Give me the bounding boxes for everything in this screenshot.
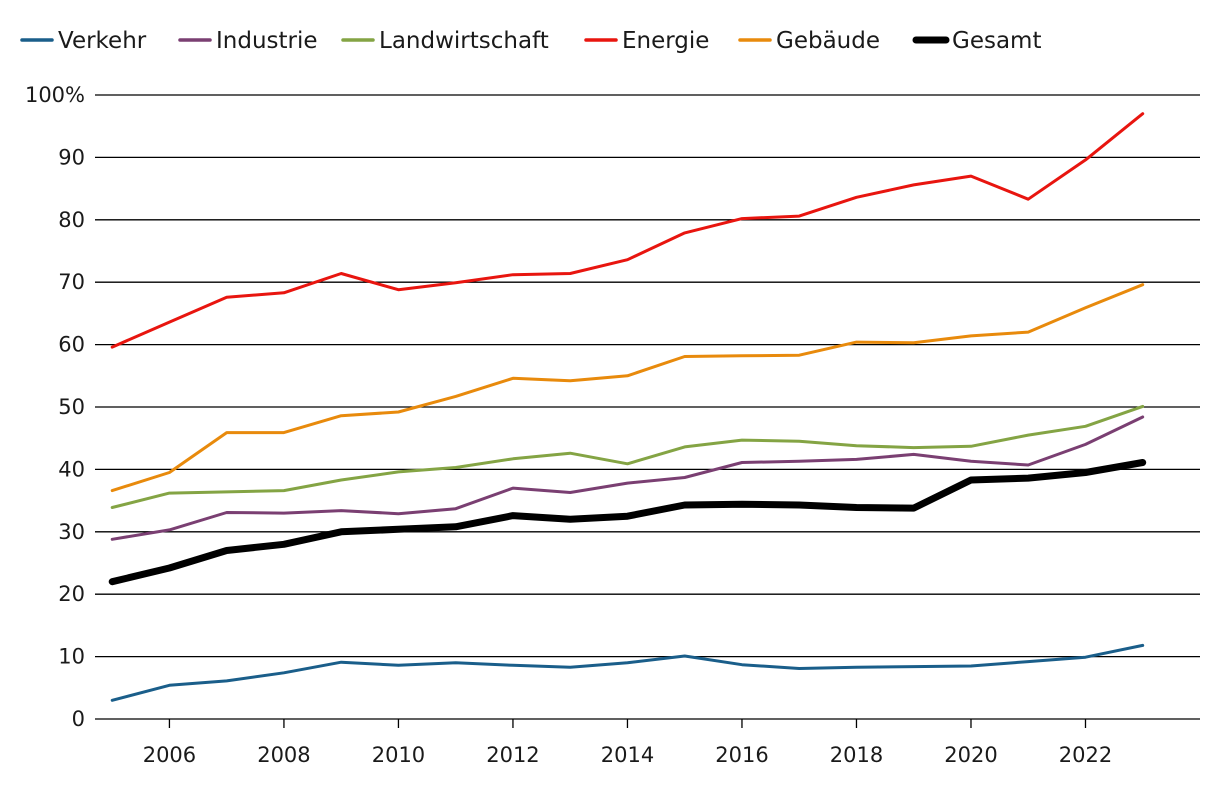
y-tick-label: 20 [58,582,85,606]
legend-label-gebaude: Gebäude [776,28,880,54]
x-tick-label: 2008 [257,743,310,767]
legend-label-verkehr: Verkehr [58,28,147,54]
y-tick-label: 50 [58,395,85,419]
x-tick-label: 2014 [601,743,654,767]
legend-label-energie: Energie [622,28,709,54]
x-tick-label: 2010 [372,743,425,767]
series-line-verkehr [110,643,1145,702]
x-tick-label: 2012 [486,743,539,767]
y-tick-label: 80 [58,208,85,232]
series-lines [108,112,1147,702]
x-tick-label: 2006 [143,743,196,767]
x-tick-label: 2016 [715,743,768,767]
x-axis: 2006 2008 2010 2012 2014 2016 2018 2020 2022 [143,719,1112,767]
series-line-energie [110,112,1145,349]
series-line-industrie [110,415,1145,541]
y-tick-label: 0 [72,707,85,731]
series-line-gesamt [108,459,1147,586]
legend: Verkehr Industrie Landwirtschaft Energie Geb… [20,28,1041,54]
y-axis: 0 10 20 30 40 50 60 70 80 90 100% [25,83,85,731]
legend-label-gesamt: Gesamt [952,28,1041,54]
y-tick-label: 40 [58,457,85,481]
x-tick-label: 2020 [944,743,997,767]
y-tick-label: 30 [58,520,85,544]
legend-label-industrie: Industrie [216,28,318,54]
y-tick-label: 70 [58,270,85,294]
y-tick-label: 60 [58,333,85,357]
series-line-gebaude [110,283,1145,493]
y-tick-label: 90 [58,145,85,169]
x-tick-label: 2022 [1059,743,1112,767]
legend-label-landwirtschaft: Landwirtschaft [379,28,549,54]
y-tick-label: 10 [58,645,85,669]
y-tick-label: 100% [25,83,85,107]
grid [95,94,1200,720]
series-line-landwirtschaft [110,404,1145,509]
x-tick-label: 2018 [830,743,883,767]
